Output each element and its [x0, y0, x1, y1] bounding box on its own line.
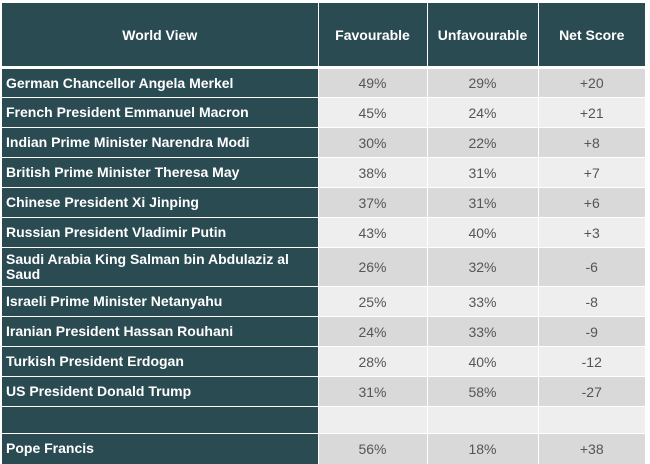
favourable-value: 38% [318, 157, 428, 188]
favourable-value: 43% [318, 217, 428, 248]
table-row: Israeli Prime Minister Netanyahu 25% 33%… [2, 286, 645, 317]
table-row: Chinese President Xi Jinping 37% 31% +6 [2, 187, 645, 218]
net-score-value: -9 [538, 316, 645, 347]
leader-name: Iranian President Hassan Rouhani [2, 316, 319, 347]
leader-name: US President Donald Trump [2, 376, 319, 407]
net-score-value: -12 [538, 346, 645, 377]
unfavourable-value: 22% [427, 127, 539, 158]
table-row: Indian Prime Minister Narendra Modi 30% … [2, 127, 645, 158]
table-row: Iranian President Hassan Rouhani 24% 33%… [2, 316, 645, 347]
net-score-value: +20 [538, 66, 645, 98]
unfavourable-value: 24% [427, 97, 539, 128]
table-row: Saudi Arabia King Salman bin Abdulaziz a… [2, 247, 645, 287]
spacer-cell [2, 406, 319, 434]
leader-name: Chinese President Xi Jinping [2, 187, 319, 218]
leader-name: Indian Prime Minister Narendra Modi [2, 127, 319, 158]
leader-name: Israeli Prime Minister Netanyahu [2, 286, 319, 317]
unfavourable-value: 18% [427, 433, 539, 464]
header-world-view: World View [2, 3, 319, 68]
favourable-value: 56% [318, 433, 428, 464]
leader-name: Russian President Vladimir Putin [2, 217, 319, 248]
spacer-row [2, 406, 645, 434]
leader-name: British Prime Minister Theresa May [2, 157, 319, 188]
net-score-value: -6 [538, 247, 645, 287]
unfavourable-value: 31% [427, 157, 539, 188]
net-score-value: +6 [538, 187, 645, 218]
net-score-value: -27 [538, 376, 645, 407]
header-favourable: Favourable [318, 3, 428, 68]
favourable-value: 30% [318, 127, 428, 158]
unfavourable-value: 58% [427, 376, 539, 407]
spacer-cell [538, 406, 645, 434]
table-row: Turkish President Erdogan 28% 40% -12 [2, 346, 645, 377]
favourable-value: 45% [318, 97, 428, 128]
favourable-value: 31% [318, 376, 428, 407]
net-score-value: +3 [538, 217, 645, 248]
net-score-value: +38 [538, 433, 645, 464]
leader-name: Saudi Arabia King Salman bin Abdulaziz a… [2, 247, 319, 287]
table-row: US President Donald Trump 31% 58% -27 [2, 376, 645, 407]
leader-name: Pope Francis [2, 433, 319, 464]
net-score-value: -8 [538, 286, 645, 317]
table-row: Russian President Vladimir Putin 43% 40%… [2, 217, 645, 248]
world-view-table-wrapper: World View Favourable Unfavourable Net S… [2, 3, 645, 464]
favourable-value: 24% [318, 316, 428, 347]
favourable-value: 25% [318, 286, 428, 317]
net-score-value: +8 [538, 127, 645, 158]
unfavourable-value: 40% [427, 217, 539, 248]
unfavourable-value: 31% [427, 187, 539, 218]
unfavourable-value: 40% [427, 346, 539, 377]
header-unfavourable: Unfavourable [427, 3, 539, 68]
table-row-pope: Pope Francis 56% 18% +38 [2, 433, 645, 464]
unfavourable-value: 29% [427, 66, 539, 98]
leader-name: French President Emmanuel Macron [2, 97, 319, 128]
unfavourable-value: 32% [427, 247, 539, 287]
table-row: French President Emmanuel Macron 45% 24%… [2, 97, 645, 128]
unfavourable-value: 33% [427, 316, 539, 347]
favourable-value: 49% [318, 66, 428, 98]
world-view-table: World View Favourable Unfavourable Net S… [2, 3, 645, 464]
net-score-value: +21 [538, 97, 645, 128]
favourable-value: 26% [318, 247, 428, 287]
spacer-cell [318, 406, 428, 434]
net-score-value: +7 [538, 157, 645, 188]
header-net-score: Net Score [538, 3, 645, 68]
leader-name: Turkish President Erdogan [2, 346, 319, 377]
favourable-value: 37% [318, 187, 428, 218]
spacer-cell [427, 406, 539, 434]
unfavourable-value: 33% [427, 286, 539, 317]
leader-name: German Chancellor Angela Merkel [2, 66, 319, 98]
favourable-value: 28% [318, 346, 428, 377]
table-header-row: World View Favourable Unfavourable Net S… [2, 3, 645, 68]
table-row: British Prime Minister Theresa May 38% 3… [2, 157, 645, 188]
table-row: German Chancellor Angela Merkel 49% 29% … [2, 66, 645, 98]
